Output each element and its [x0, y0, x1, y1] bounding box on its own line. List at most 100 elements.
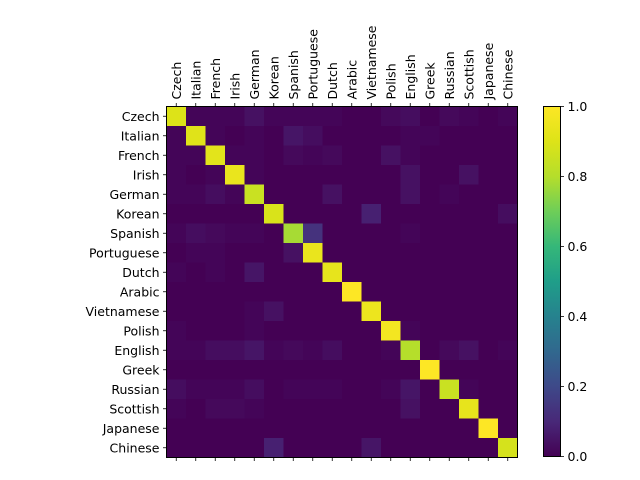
heatmap-cell-italian-russian: [439, 126, 460, 146]
heatmap-cell-dutch-english: [400, 262, 421, 283]
y-tick-label: Spanish: [110, 226, 159, 241]
heatmap-cell-japanese-german: [244, 418, 265, 439]
y-tick-label: Portuguese: [89, 245, 160, 260]
heatmap-cell-dutch-vietnamese: [361, 262, 382, 283]
heatmap-cell-russian-english: [400, 379, 421, 400]
heatmap-cell-spanish-french: [205, 223, 226, 244]
heatmap-cell-chinese-russian: [439, 438, 460, 458]
heatmap-cell-greek-korean: [264, 360, 284, 380]
heatmap-cell-french-italian: [186, 145, 206, 166]
heatmap-cell-japanese-italian: [186, 418, 206, 439]
heatmap-cell-polish-chinese: [498, 321, 518, 341]
heatmap-cells: [166, 106, 518, 458]
heatmap-cell-korean-portuguese: [303, 204, 323, 224]
heatmap-cell-greek-vietnamese: [361, 360, 382, 380]
heatmap-cell-dutch-arabic: [342, 262, 362, 283]
heatmap-cell-scottish-portuguese: [303, 399, 323, 419]
heatmap-cell-arabic-vietnamese: [361, 282, 382, 302]
heatmap-cell-russian-czech: [166, 379, 187, 400]
heatmap-cell-italian-spanish: [283, 126, 304, 146]
colorbar-tick-label: 0.2: [568, 379, 588, 394]
heatmap-cell-scottish-vietnamese: [361, 399, 382, 419]
heatmap-cell-russian-irish: [225, 379, 245, 400]
heatmap-cell-german-irish: [225, 184, 245, 205]
heatmap-cell-arabic-french: [205, 282, 226, 302]
heatmap-cell-dutch-russian: [439, 262, 460, 283]
heatmap-cell-english-greek: [420, 340, 440, 361]
heatmap-cell-polish-german: [244, 321, 265, 341]
heatmap-cell-arabic-italian: [186, 282, 206, 302]
heatmap-cell-vietnamese-vietnamese: [361, 301, 382, 322]
heatmap-cell-spanish-korean: [264, 223, 284, 244]
x-tick-label: Portuguese: [305, 29, 320, 100]
heatmap-cell-czech-dutch: [322, 106, 343, 127]
heatmap-cell-french-chinese: [498, 145, 518, 166]
heatmap-cell-dutch-polish: [381, 262, 401, 283]
heatmap-cell-french-greek: [420, 145, 440, 166]
heatmap-cell-japanese-portuguese: [303, 418, 323, 439]
heatmap-cell-greek-dutch: [322, 360, 343, 380]
heatmap-cell-english-polish: [381, 340, 401, 361]
heatmap-cell-greek-russian: [439, 360, 460, 380]
y-tick-label: Russian: [111, 382, 159, 397]
heatmap-cell-czech-polish: [381, 106, 401, 127]
heatmap-cell-french-spanish: [283, 145, 304, 166]
heatmap-cell-english-russian: [439, 340, 460, 361]
heatmap-cell-italian-french: [205, 126, 226, 146]
heatmap-cell-english-korean: [264, 340, 284, 361]
heatmap-cell-japanese-french: [205, 418, 226, 439]
heatmap-cell-korean-dutch: [322, 204, 343, 224]
heatmap-cell-dutch-italian: [186, 262, 206, 283]
x-tick-label: Arabic: [344, 60, 359, 100]
heatmap-cell-korean-polish: [381, 204, 401, 224]
heatmap-cell-english-spanish: [283, 340, 304, 361]
heatmap-cell-chinese-arabic: [342, 438, 362, 458]
heatmap-cell-scottish-russian: [439, 399, 460, 419]
heatmap-cell-dutch-japanese: [478, 262, 499, 283]
heatmap-cell-german-spanish: [283, 184, 304, 205]
colorbar-tick-label: 0.4: [568, 309, 588, 324]
heatmap-cell-vietnamese-italian: [186, 301, 206, 322]
heatmap-cell-arabic-arabic: [342, 282, 362, 302]
heatmap-cell-greek-irish: [225, 360, 245, 380]
heatmap-cell-italian-chinese: [498, 126, 518, 146]
heatmap-cell-korean-russian: [439, 204, 460, 224]
heatmap-cell-scottish-chinese: [498, 399, 518, 419]
heatmap-cell-spanish-greek: [420, 223, 440, 244]
heatmap-cell-german-scottish: [459, 184, 479, 205]
x-tick-label: English: [403, 54, 418, 99]
heatmap-cell-french-german: [244, 145, 265, 166]
heatmap-cell-spanish-chinese: [498, 223, 518, 244]
heatmap-cell-greek-italian: [186, 360, 206, 380]
heatmap-cell-japanese-japanese: [478, 418, 499, 439]
heatmap-cell-chinese-chinese: [498, 438, 518, 458]
heatmap-cell-english-chinese: [498, 340, 518, 361]
y-tick-label: Czech: [122, 109, 160, 124]
y-tick-label: Arabic: [120, 284, 160, 299]
heatmap-cell-scottish-irish: [225, 399, 245, 419]
heatmap-cell-portuguese-greek: [420, 243, 440, 263]
heatmap-cell-arabic-scottish: [459, 282, 479, 302]
colorbar-tick-label: 0.0: [568, 449, 588, 464]
heatmap-cell-arabic-portuguese: [303, 282, 323, 302]
heatmap-cell-russian-dutch: [322, 379, 343, 400]
heatmap-cell-irish-korean: [264, 165, 284, 185]
heatmap-cell-vietnamese-polish: [381, 301, 401, 322]
heatmap-cell-french-english: [400, 145, 421, 166]
heatmap-cell-czech-arabic: [342, 106, 362, 127]
x-tick-label: French: [208, 58, 223, 100]
heatmap-cell-portuguese-arabic: [342, 243, 362, 263]
heatmap-cell-vietnamese-greek: [420, 301, 440, 322]
heatmap-cell-japanese-greek: [420, 418, 440, 439]
heatmap-cell-greek-french: [205, 360, 226, 380]
x-tick-label: Russian: [442, 51, 457, 99]
heatmap-cell-polish-greek: [420, 321, 440, 341]
heatmap-cell-czech-korean: [264, 106, 284, 127]
heatmap-cell-dutch-chinese: [498, 262, 518, 283]
heatmap-cell-czech-french: [205, 106, 226, 127]
heatmap-cell-portuguese-russian: [439, 243, 460, 263]
heatmap-cell-scottish-arabic: [342, 399, 362, 419]
heatmap-cell-czech-spanish: [283, 106, 304, 127]
heatmap-cell-irish-irish: [225, 165, 245, 185]
